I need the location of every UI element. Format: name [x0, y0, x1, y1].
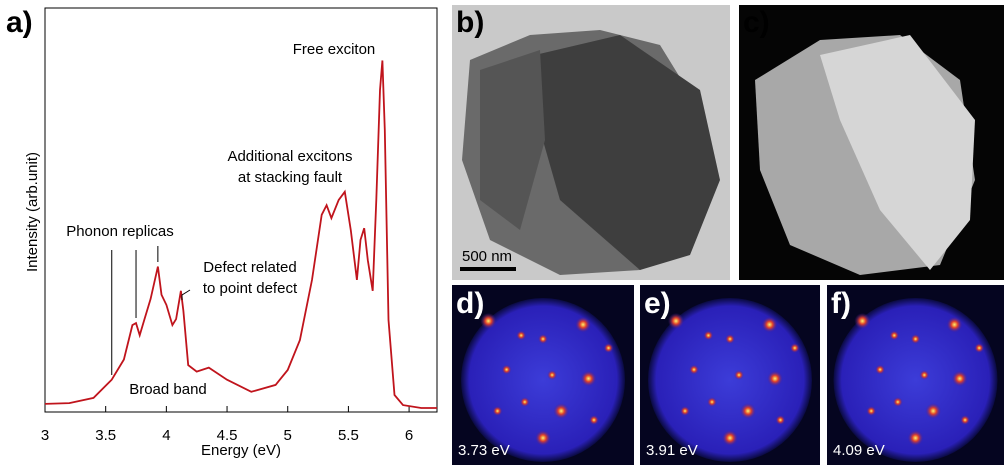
cl-spot	[580, 370, 597, 387]
cl-spot	[722, 430, 738, 446]
x-tick-label: 6	[405, 427, 413, 444]
cl-spot	[960, 415, 971, 425]
tem-dark-field	[739, 5, 1004, 280]
cl-spot	[535, 430, 551, 446]
cl-spot	[603, 343, 614, 353]
cl-spot	[538, 334, 548, 344]
spectrum-line	[44, 60, 437, 409]
cl-spot	[789, 343, 800, 353]
cl-spot	[767, 370, 783, 387]
annotation: Phonon replicas	[66, 223, 174, 240]
cl-map-disk	[833, 298, 998, 462]
cl-spot	[951, 370, 968, 387]
cl-spot	[480, 313, 497, 329]
panel-label: d)	[456, 287, 484, 320]
cl-spot	[501, 364, 512, 375]
cl-spot	[547, 370, 558, 380]
cl-spot	[553, 403, 570, 419]
panel-label: a)	[6, 6, 33, 39]
panel-label: e)	[644, 287, 671, 320]
cl-spot	[519, 397, 530, 407]
energy-label: 3.91 eV	[646, 442, 698, 459]
annotation: Additional excitons	[227, 148, 352, 165]
x-tick-label: 3.5	[95, 427, 116, 444]
panel-label: f)	[831, 287, 851, 320]
cl-spot	[974, 343, 985, 353]
cl-map-disk	[648, 298, 812, 462]
cl-spot	[668, 313, 684, 329]
cl-spot	[907, 430, 924, 446]
cl-spot	[689, 364, 699, 375]
tem-bright-field	[452, 5, 730, 280]
cl-spot	[866, 406, 877, 416]
annotation: Free exciton	[293, 41, 376, 58]
cl-spot	[889, 330, 900, 341]
energy-label: 4.09 eV	[833, 442, 885, 459]
scale-bar-label: 500 nm	[462, 248, 512, 265]
cl-spot	[734, 370, 744, 380]
cl-spot	[516, 330, 527, 341]
y-axis-label: Intensity (arb.unit)	[24, 152, 41, 272]
panel-label: c)	[743, 6, 770, 39]
cl-map-disk	[461, 298, 625, 462]
x-tick-label: 5.5	[338, 427, 359, 444]
cl-spot	[946, 316, 963, 333]
plot-frame	[44, 7, 438, 413]
cl-spot	[725, 334, 735, 344]
cl-spot	[854, 313, 871, 329]
cl-spot	[707, 397, 717, 407]
x-tick-label: 4.5	[217, 427, 238, 444]
x-tick-label: 5	[284, 427, 292, 444]
cl-spot	[775, 415, 786, 425]
x-axis-label: Energy (eV)	[201, 442, 281, 459]
cl-spot	[761, 316, 778, 333]
cl-maps: d) 3.73 eV e) 3.91 eV f) 4.09 eV	[452, 285, 1004, 465]
annotation: Defect related	[203, 259, 296, 276]
annotation: at stacking fault	[238, 169, 343, 186]
cl-spot	[875, 364, 886, 375]
annotation: Broad band	[129, 381, 207, 398]
panel-label: b)	[456, 6, 484, 39]
cl-spot	[740, 403, 756, 419]
annotation: to point defect	[203, 280, 298, 297]
leader-line	[181, 289, 191, 300]
cl-spot	[680, 406, 690, 416]
cl-spot	[588, 415, 599, 425]
x-tick-label: 3	[41, 427, 49, 444]
plot: 3 3.5 4 4.5 5 5.5 6 Free exciton Additional exci…	[41, 41, 437, 444]
cl-spot	[703, 330, 714, 341]
cl-spot	[919, 370, 930, 380]
x-tick-label: 4	[162, 427, 170, 444]
energy-label: 3.73 eV	[458, 442, 510, 459]
cl-spot	[575, 316, 592, 333]
cl-spot	[492, 406, 503, 416]
cl-spot	[925, 403, 942, 419]
cl-spot	[892, 397, 903, 407]
cl-spot	[910, 334, 921, 344]
